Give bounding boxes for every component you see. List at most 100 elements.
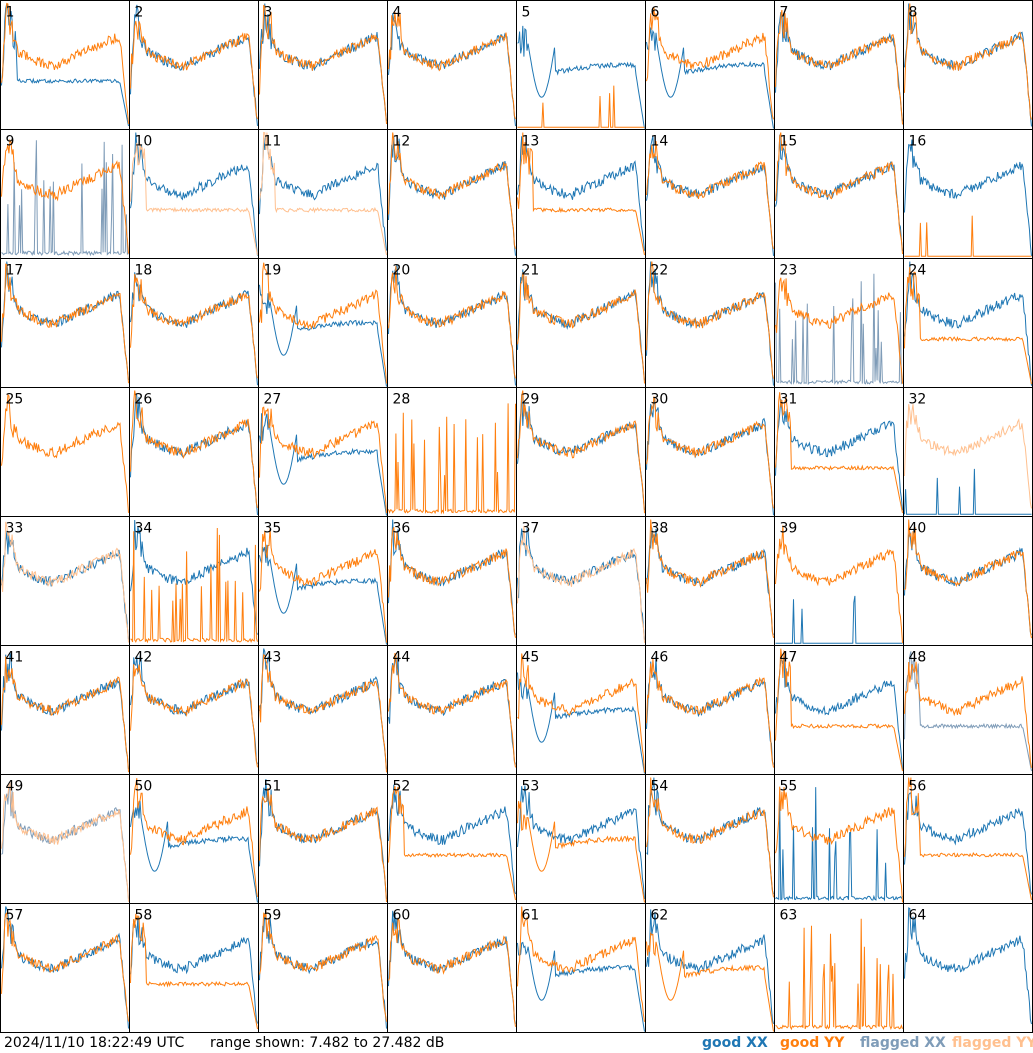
panel-38: 38 xyxy=(645,516,775,646)
spectrum-yy-line xyxy=(517,271,645,384)
spectrum-yy-line xyxy=(646,261,774,379)
spectrum-yy-line xyxy=(388,786,516,901)
spectrum-xx-line xyxy=(259,544,387,645)
panel-40: 40 xyxy=(903,516,1033,646)
panel-49: 49 xyxy=(0,774,130,904)
spectrum-yy-line xyxy=(259,788,387,903)
spectrum-yy-line xyxy=(259,653,387,773)
panel-label: 37 xyxy=(522,521,540,537)
panel-25: 25 xyxy=(0,387,130,517)
spectrum-yy-line xyxy=(517,85,645,128)
panel-frame xyxy=(129,129,259,259)
panel-35: 35 xyxy=(258,516,388,646)
panel-label: 17 xyxy=(6,263,24,279)
panel-label: 36 xyxy=(393,521,411,537)
spectrum-yy-line xyxy=(904,3,1032,120)
spectrum-xx-line xyxy=(517,136,645,251)
panel-label: 47 xyxy=(780,650,798,666)
spectrum-yy-line xyxy=(646,777,774,898)
panel-frame xyxy=(387,774,517,904)
panel-45: 45 xyxy=(516,645,646,775)
spectrum-yy-line xyxy=(388,403,516,515)
panel-label: 4 xyxy=(393,5,402,21)
panel-label: 44 xyxy=(393,650,411,666)
spectrum-yy-line xyxy=(130,527,258,644)
panel-2: 2 xyxy=(129,0,259,130)
spectrum-xx-line xyxy=(775,12,903,122)
panel-39: 39 xyxy=(774,516,904,646)
legend-good-xx: good XX xyxy=(702,1035,768,1051)
spectrum-yy-line xyxy=(388,652,516,768)
panel-63: 63 xyxy=(774,903,904,1033)
panel-53: 53 xyxy=(516,774,646,904)
spectrum-xx-line xyxy=(517,941,645,1032)
panel-30: 30 xyxy=(645,387,775,517)
spectrum-xx-line xyxy=(775,273,903,386)
panel-20: 20 xyxy=(387,258,517,388)
panel-frame xyxy=(258,258,388,388)
panel-52: 52 xyxy=(387,774,517,904)
panel-frame xyxy=(516,645,646,775)
panel-19: 19 xyxy=(258,258,388,388)
panel-frame xyxy=(774,129,904,259)
panel-50: 50 xyxy=(129,774,259,904)
spectrum-xx-line xyxy=(259,648,387,770)
spectrum-yy-line xyxy=(1,2,129,124)
panel-3: 3 xyxy=(258,0,388,130)
panel-label: 51 xyxy=(264,779,282,795)
legend-good-yy: good YY xyxy=(780,1035,845,1051)
panel-frame xyxy=(387,516,517,646)
panel-label: 12 xyxy=(393,134,411,150)
spectrum-yy-line xyxy=(646,932,774,1032)
panel-label: 64 xyxy=(909,908,927,924)
panel-label: 55 xyxy=(780,779,798,795)
panel-frame xyxy=(258,645,388,775)
spectrum-yy-line xyxy=(775,648,903,772)
spectrum-xx-line xyxy=(259,3,387,122)
spectrum-yy-line xyxy=(1,138,129,254)
panel-label: 35 xyxy=(264,521,282,537)
panel-label: 38 xyxy=(651,521,669,537)
spectrum-yy-line xyxy=(904,519,1032,639)
panel-55: 55 xyxy=(774,774,904,904)
spectrum-xx-line xyxy=(388,784,516,895)
legend-flagged-yy: flagged YY xyxy=(952,1035,1033,1051)
panel-label: 39 xyxy=(780,521,798,537)
legend-flagged-xx: flagged XX xyxy=(860,1035,946,1051)
spectrum-yy-line xyxy=(130,664,258,768)
panel-label: 42 xyxy=(135,650,153,666)
panel-12: 12 xyxy=(387,129,517,259)
panel-label: 5 xyxy=(522,5,531,21)
spectrum-yy-line xyxy=(904,404,1032,509)
panel-28: 28 xyxy=(387,387,517,517)
spectrum-yy-line xyxy=(904,215,1032,257)
panel-36: 36 xyxy=(387,516,517,646)
panel-label: 48 xyxy=(909,650,927,666)
spectrum-yy-line xyxy=(1,782,129,902)
panel-59: 59 xyxy=(258,903,388,1033)
spectrum-yy-line xyxy=(130,274,258,379)
panel-frame xyxy=(903,0,1033,130)
panel-frame xyxy=(387,0,517,130)
spectrum-yy-line xyxy=(388,11,516,120)
panel-60: 60 xyxy=(387,903,517,1033)
panel-42: 42 xyxy=(129,645,259,775)
panel-frame xyxy=(903,645,1033,775)
spectrum-yy-line xyxy=(130,778,258,897)
spectrum-yy-line xyxy=(130,20,258,120)
panel-58: 58 xyxy=(129,903,259,1033)
panel-frame xyxy=(516,258,646,388)
panel-26: 26 xyxy=(129,387,259,517)
panel-frame xyxy=(0,387,130,517)
panel-frame xyxy=(387,645,517,775)
panel-label: 61 xyxy=(522,908,540,924)
panel-label: 54 xyxy=(651,779,669,795)
panel-10: 10 xyxy=(129,129,259,259)
panel-51: 51 xyxy=(258,774,388,904)
panel-label: 14 xyxy=(651,134,669,150)
panel-label: 2 xyxy=(135,5,144,21)
panel-label: 15 xyxy=(780,134,798,150)
spectrum-yy-line xyxy=(1,393,129,513)
spectrum-yy-line xyxy=(130,390,258,509)
panel-frame xyxy=(0,903,130,1033)
